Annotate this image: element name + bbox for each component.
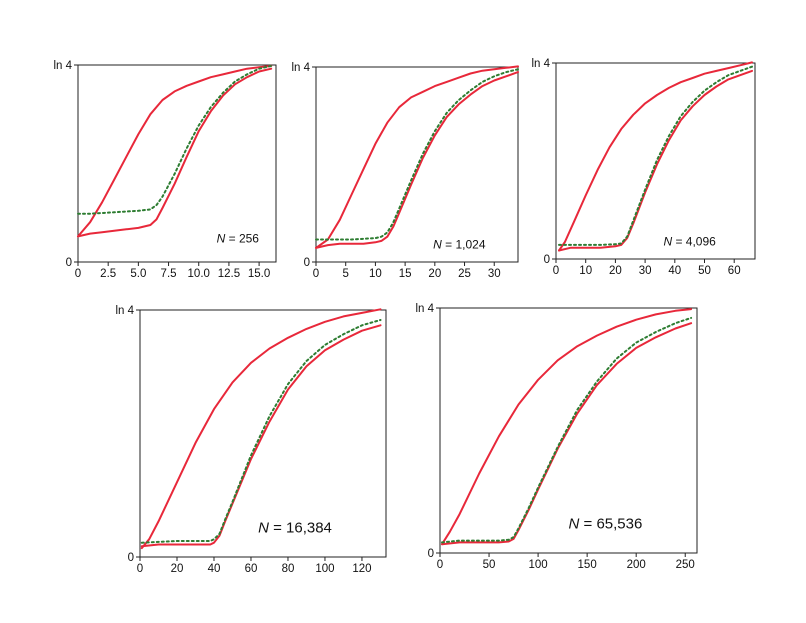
n-label-value: = 65,536 bbox=[579, 516, 642, 533]
x-tick-label: 20 bbox=[609, 265, 622, 277]
x-tick-label: 30 bbox=[639, 265, 652, 277]
bound-curve bbox=[315, 71, 519, 249]
y-tick-label: 0 bbox=[544, 254, 550, 266]
n-label-value: = 4,096 bbox=[672, 234, 716, 248]
n-label: N = 65,536 bbox=[569, 516, 643, 533]
x-tick-label: 40 bbox=[208, 563, 221, 575]
n-label-symbol: N bbox=[569, 516, 580, 533]
chart-panel: 0 20 40 60 80 100 120 0 ln 4 N = 16,384 bbox=[115, 305, 387, 575]
n-label-symbol: N bbox=[258, 519, 269, 536]
y-tick-label: 0 bbox=[128, 552, 134, 564]
n-label: N = 1,024 bbox=[433, 237, 486, 251]
reference-curve bbox=[140, 319, 382, 544]
y-tick-label: 0 bbox=[428, 548, 434, 560]
y-tick-label: ln 4 bbox=[115, 305, 134, 317]
x-tick-label: 20 bbox=[428, 268, 441, 280]
y-tick-label: ln 4 bbox=[53, 60, 72, 72]
bound-curve bbox=[140, 308, 382, 550]
x-tick-label: 5.0 bbox=[130, 268, 146, 280]
reference-curve bbox=[315, 68, 519, 241]
x-tick-label: 30 bbox=[488, 268, 501, 280]
bound-curve bbox=[558, 69, 753, 252]
x-tick-label: 7.5 bbox=[161, 268, 177, 280]
bound-curve bbox=[441, 308, 693, 546]
n-label: N = 16,384 bbox=[258, 519, 332, 536]
y-tick-label: ln 4 bbox=[291, 62, 310, 74]
x-tick-label: 10.0 bbox=[188, 268, 210, 280]
reference-curve bbox=[558, 65, 753, 246]
y-tick-label: 0 bbox=[66, 257, 72, 269]
y-tick-label: 0 bbox=[304, 257, 310, 269]
x-tick-label: 200 bbox=[627, 559, 646, 571]
n-label: N = 4,096 bbox=[663, 234, 716, 248]
bound-curve bbox=[140, 324, 382, 548]
n-label-value: = 256 bbox=[225, 231, 259, 245]
plot-frame bbox=[439, 307, 698, 554]
x-tick-label: 2.5 bbox=[100, 268, 116, 280]
x-tick-label: 0 bbox=[313, 268, 319, 280]
x-tick-label: 250 bbox=[676, 559, 695, 571]
x-tick-label: 20 bbox=[171, 563, 184, 575]
n-label-symbol: N bbox=[663, 234, 672, 248]
x-tick-label: 0 bbox=[137, 563, 143, 575]
n-label-value: = 16,384 bbox=[269, 519, 332, 536]
plot-frame bbox=[315, 66, 519, 263]
n-label-value: = 1,024 bbox=[442, 237, 486, 251]
x-tick-label: 40 bbox=[668, 265, 681, 277]
x-tick-label: 0 bbox=[553, 265, 559, 277]
reference-curve bbox=[77, 64, 273, 215]
plot-frame bbox=[139, 309, 387, 558]
chart-panel: 0 50 100 150 200 250 0 ln 4 N = 65,536 bbox=[415, 303, 698, 571]
x-tick-label: 50 bbox=[483, 559, 496, 571]
y-tick-label: ln 4 bbox=[531, 58, 550, 70]
bound-curve bbox=[315, 65, 519, 249]
x-tick-label: 15.0 bbox=[248, 268, 270, 280]
x-tick-label: 12.5 bbox=[218, 268, 240, 280]
x-tick-label: 25 bbox=[458, 268, 471, 280]
x-tick-label: 5 bbox=[343, 268, 349, 280]
bound-curve bbox=[77, 67, 273, 238]
chart-panel: 0 10 20 30 40 50 60 0 ln 4 N = 4,096 bbox=[531, 58, 756, 277]
chart-panel: 0 5 10 15 20 25 30 0 ln 4 N = 1,024 bbox=[291, 62, 519, 280]
n-label-symbol: N bbox=[433, 237, 442, 251]
x-tick-label: 15 bbox=[399, 268, 412, 280]
x-tick-label: 60 bbox=[245, 563, 258, 575]
reference-curve bbox=[441, 316, 693, 544]
x-tick-label: 100 bbox=[528, 559, 547, 571]
x-tick-label: 100 bbox=[315, 563, 334, 575]
bound-curve bbox=[558, 61, 753, 252]
x-tick-label: 120 bbox=[352, 563, 371, 575]
n-label: N = 256 bbox=[217, 231, 260, 245]
x-tick-label: 60 bbox=[728, 265, 741, 277]
plot-frame bbox=[555, 62, 756, 260]
x-tick-label: 10 bbox=[369, 268, 382, 280]
x-tick-label: 10 bbox=[579, 265, 592, 277]
y-tick-label: ln 4 bbox=[415, 303, 434, 315]
x-tick-label: 50 bbox=[698, 265, 711, 277]
x-tick-label: 0 bbox=[437, 559, 443, 571]
x-tick-label: 80 bbox=[282, 563, 295, 575]
chart-panel: 0 2.5 5.0 7.5 10.0 12.5 15.0 0 ln 4 N = 256 bbox=[53, 60, 277, 280]
bound-curve bbox=[77, 64, 273, 238]
x-tick-label: 0 bbox=[75, 268, 81, 280]
plot-frame bbox=[77, 64, 277, 263]
n-label-symbol: N bbox=[217, 231, 226, 245]
x-tick-label: 150 bbox=[578, 559, 597, 571]
